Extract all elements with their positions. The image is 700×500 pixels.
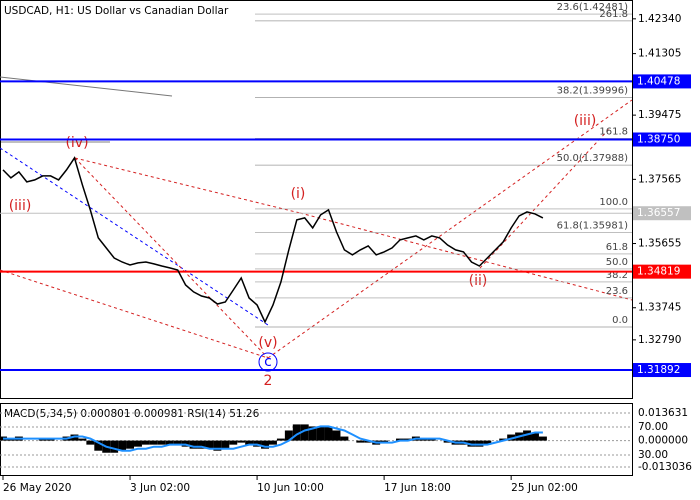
macd-bar	[94, 440, 103, 451]
macd-bar	[86, 440, 95, 445]
fib-label: 50.0(1.37988)	[557, 153, 629, 164]
fib-label: 23.6	[606, 286, 628, 297]
macd-bar	[261, 440, 269, 449]
macd-bar	[483, 440, 492, 445]
y-tick-label: 1.39475	[638, 109, 681, 121]
fib-label: 61.8(1.35981)	[557, 221, 629, 232]
y-tick-label: 1.33745	[638, 302, 681, 314]
x-tick-label: 3 Jun 02:00	[130, 482, 190, 494]
wave-label: (iii)	[9, 198, 32, 214]
y-tick-label: 70.00	[638, 421, 668, 433]
y-tick-label: 30.00	[638, 449, 668, 461]
macd-bar	[531, 432, 539, 441]
trend-line	[0, 269, 269, 359]
y-tick-label: 1.42340	[638, 13, 681, 25]
macd-bar	[324, 426, 333, 441]
trend-line	[0, 76, 173, 97]
wave-label: 2	[264, 373, 273, 389]
wave-label: (i)	[291, 186, 306, 202]
trend-line	[267, 99, 633, 359]
macd-bar	[538, 436, 547, 441]
indicator-title: MACD(5,34,5) 0.000801 0.000981 RSI(14) 5…	[4, 408, 260, 420]
macd-bar	[134, 440, 142, 447]
macd-bar	[173, 440, 182, 445]
macd-bar	[396, 438, 404, 441]
macd-bar	[308, 426, 317, 441]
plot-frame	[0, 0, 633, 399]
macd-bar	[332, 430, 341, 441]
macd-bar	[221, 440, 230, 449]
macd-bar	[157, 440, 166, 445]
macd-bar	[70, 434, 79, 441]
y-tick-label: 0.013631	[638, 407, 688, 419]
level-box	[633, 363, 691, 378]
x-tick-label: 26 May 2020	[3, 482, 71, 494]
level-label: 1.31892	[637, 364, 680, 376]
y-tick-label: 0.000000	[638, 435, 688, 447]
macd-bar	[507, 434, 516, 441]
macd-bar	[292, 424, 301, 441]
level-box	[633, 264, 691, 279]
trend-line	[74, 157, 301, 214]
trend-lines	[0, 76, 633, 372]
macd-bar	[237, 440, 246, 443]
price-line	[2, 156, 544, 324]
fib-label: 61.8	[606, 242, 628, 253]
chart-title: USDCAD, H1: US Dollar vs Canadian Dollar	[4, 5, 229, 17]
level-label: 1.40478	[637, 75, 680, 87]
macd-bar	[189, 440, 198, 449]
macd-bar	[316, 426, 325, 441]
x-tick-label: 25 Jun 02:00	[511, 482, 578, 494]
macd-bar	[149, 440, 158, 445]
wave-label: (iii)	[574, 113, 597, 129]
macd-bar	[245, 440, 254, 445]
macd-bar	[523, 430, 532, 441]
macd-bar	[340, 436, 349, 441]
macd-bar	[229, 440, 238, 445]
level-box	[633, 132, 691, 147]
macd-bar	[300, 424, 309, 441]
macd-bar	[110, 440, 119, 453]
level-box	[633, 74, 691, 89]
wave-label: (iv)	[65, 135, 88, 151]
macd-bar	[78, 438, 87, 441]
macd-bar	[276, 438, 285, 441]
macd-bar	[141, 440, 150, 445]
macd-bar	[165, 440, 174, 445]
signal-line	[3, 425, 543, 452]
level-label: 1.36557	[637, 207, 680, 219]
fib-label: 23.6(1.42481)	[557, 2, 629, 13]
macd-bar	[284, 430, 293, 441]
macd-bar	[126, 440, 135, 449]
fib-label: 261.8	[599, 9, 628, 20]
fib-label: 100.0	[599, 197, 628, 208]
y-tick-label: 1.35655	[638, 238, 681, 250]
wave-label: c	[264, 354, 272, 370]
level-label: 1.38750	[637, 134, 680, 146]
macd-bar	[118, 440, 127, 451]
x-tick-label: 17 Jun 18:00	[384, 482, 451, 494]
y-tick-label: 1.41305	[638, 48, 681, 60]
fib-label: 161.8	[599, 126, 628, 137]
level-label: 1.34819	[637, 266, 680, 278]
wave-label: (ii)	[469, 273, 488, 289]
y-tick-label: 1.37565	[638, 173, 681, 185]
macd-bar	[213, 440, 222, 451]
macd-bar	[205, 440, 214, 449]
y-tick-label: -0.013036	[638, 461, 692, 473]
fib-label: 38.2	[606, 270, 628, 281]
fib-label: 38.2(1.39996)	[557, 86, 629, 97]
x-tick-label: 10 Jun 10:00	[257, 482, 324, 494]
wave-label: (v)	[258, 335, 277, 351]
trend-line	[74, 157, 269, 359]
trend-line	[479, 127, 611, 269]
fib-label: 50.0	[606, 257, 628, 268]
macd-bar	[197, 440, 206, 449]
y-tick-label: 1.32790	[638, 334, 681, 346]
level-box	[633, 206, 691, 221]
fib-label: 0.0	[612, 315, 628, 326]
macd-bar	[356, 440, 365, 443]
macd-bar	[268, 440, 277, 445]
